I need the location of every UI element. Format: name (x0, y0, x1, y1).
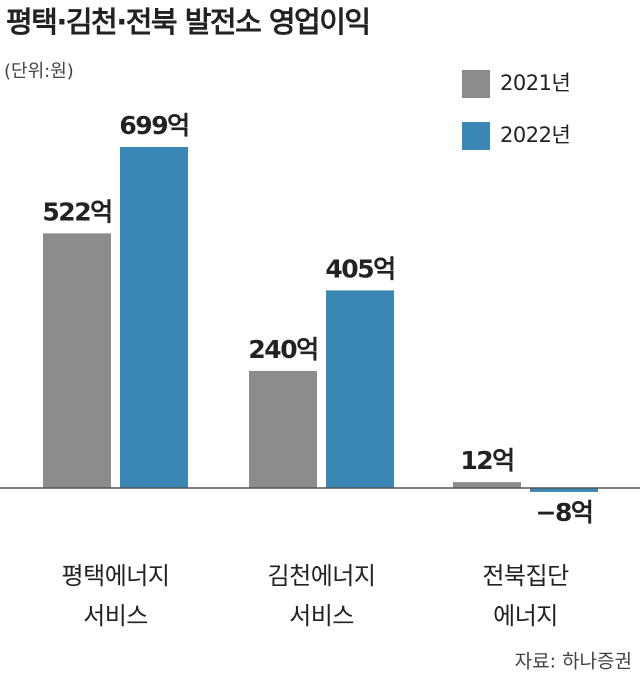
bar (530, 488, 598, 492)
value-label: −8억 (536, 498, 593, 527)
bar (249, 370, 317, 488)
chart-title: 평택·김천·전북 발전소 영업이익 (6, 5, 370, 39)
value-label: 699억 (119, 111, 188, 140)
category-label: 서비스 (83, 602, 148, 630)
legend-swatch (462, 122, 490, 150)
bar (326, 290, 394, 488)
bar (43, 233, 111, 488)
value-label: 240억 (248, 335, 317, 364)
category-label: 에너지 (493, 602, 558, 630)
category-label: 전북집단 (482, 562, 569, 590)
legend-swatch (462, 70, 490, 98)
legend-label: 2022년 (500, 123, 570, 147)
legend-label: 2021년 (500, 71, 570, 95)
chart-subtitle: (단위:원) (4, 61, 74, 82)
value-label: 522억 (42, 197, 111, 226)
category-label: 김천에너지 (268, 562, 376, 590)
category-label: 서비스 (289, 602, 354, 630)
bar (120, 147, 188, 488)
category-label: 평택에너지 (62, 562, 170, 590)
bar (453, 482, 521, 488)
source: 자료: 하나증권 (515, 651, 632, 673)
value-label: 12억 (460, 446, 513, 475)
value-label: 405억 (325, 254, 394, 283)
